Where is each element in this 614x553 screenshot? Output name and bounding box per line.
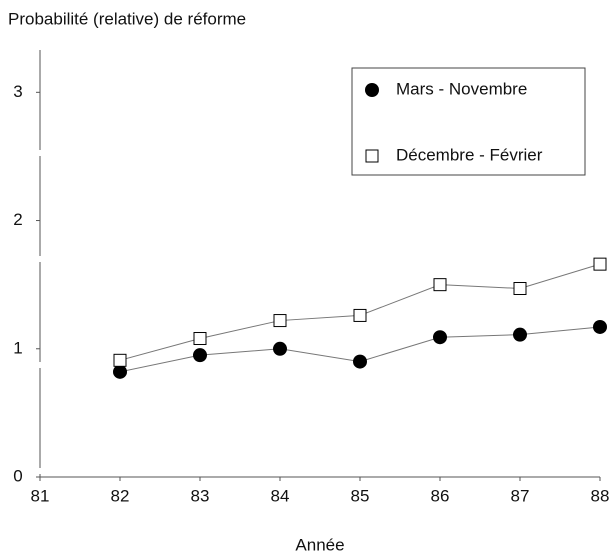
x-tick-label: 82 — [111, 486, 130, 505]
legend-label: Mars - Novembre — [396, 79, 527, 98]
legend-box — [351, 67, 586, 176]
point — [593, 319, 607, 334]
point — [513, 327, 527, 342]
legend-marker — [365, 149, 379, 163]
point — [513, 282, 527, 296]
point — [193, 332, 207, 346]
point — [433, 330, 447, 345]
point — [353, 308, 367, 322]
x-tick-label: 81 — [31, 486, 50, 505]
point — [593, 257, 607, 271]
chart-title: Probabilité (relative) de réforme — [8, 9, 246, 28]
legend-label: Décembre - Février — [396, 145, 543, 164]
point — [113, 364, 127, 379]
point — [433, 278, 447, 292]
y-tick-label: 2 — [13, 210, 22, 229]
point — [193, 348, 207, 363]
point — [353, 354, 367, 369]
x-axis-label: Année — [295, 535, 344, 553]
x-tick-label: 84 — [271, 486, 290, 505]
x-tick-label: 83 — [191, 486, 210, 505]
y-tick-label: 1 — [13, 338, 22, 357]
y-tick-label: 0 — [13, 466, 22, 485]
x-tick-label: 87 — [511, 486, 530, 505]
point — [273, 341, 287, 356]
point — [273, 314, 287, 328]
y-tick-label: 3 — [13, 82, 22, 101]
x-tick-label: 85 — [351, 486, 370, 505]
x-tick-label: 86 — [431, 486, 450, 505]
x-tick-label: 88 — [591, 486, 610, 505]
point — [113, 353, 127, 367]
legend-marker — [365, 83, 379, 97]
